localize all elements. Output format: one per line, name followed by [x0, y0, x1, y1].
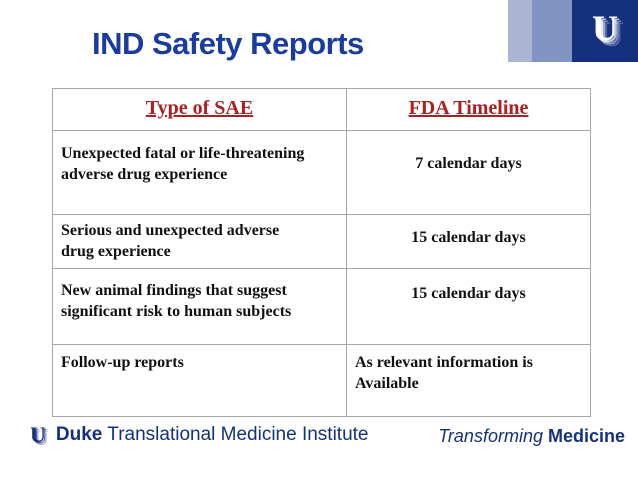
- footer-tagline: Transforming Medicine: [438, 426, 625, 447]
- cell-text: Follow-up reports: [61, 354, 184, 371]
- footer-brand-rest: Translational Medicine Institute: [102, 424, 369, 445]
- logo-band-light: [508, 0, 532, 62]
- cell-fda-timeline: As relevant information is Available: [346, 344, 591, 417]
- cell-fda-timeline: 15 calendar days: [346, 214, 591, 269]
- cell-text: 7 calendar days: [415, 155, 522, 172]
- footer-brand-text: Duke Translational Medicine Institute: [56, 424, 369, 446]
- cell-text: New animal findings that suggest signifi…: [61, 282, 292, 320]
- cell-text: Serious and unexpected adverse drug expe…: [61, 222, 280, 260]
- sae-reporting-table: Type of SAE FDA Timeline Unexpected fata…: [52, 88, 591, 417]
- table-row: Serious and unexpected adverse drug expe…: [52, 214, 591, 269]
- cell-sae-type: Unexpected fatal or life-threatening adv…: [52, 130, 347, 215]
- cell-fda-timeline: 15 calendar days: [346, 268, 591, 345]
- column-header-type-of-sae: Type of SAE: [52, 88, 347, 131]
- cell-sae-type: Follow-up reports: [52, 344, 347, 417]
- column-header-fda-timeline: FDA Timeline: [346, 88, 591, 131]
- footer-brand-bold: Duke: [55, 424, 103, 445]
- cell-text: 15 calendar days: [411, 285, 526, 302]
- logo-band-dark: U: [572, 0, 638, 62]
- footer-tagline-italic: Transforming: [438, 426, 543, 446]
- cell-text: As relevant information is Available: [355, 354, 533, 392]
- duke-shield-icon: U: [30, 422, 46, 447]
- cell-text: Unexpected fatal or life-threatening adv…: [61, 145, 305, 183]
- slide-footer: U Duke Translational Medicine Institute …: [0, 422, 638, 458]
- footer-brand: U Duke Translational Medicine Institute: [30, 424, 369, 446]
- duke-corner-logo: U: [508, 0, 638, 62]
- table-header-row: Type of SAE FDA Timeline: [52, 88, 591, 131]
- page-title: IND Safety Reports: [92, 26, 364, 61]
- cell-text: 15 calendar days: [411, 229, 526, 246]
- table-row: Unexpected fatal or life-threatening adv…: [52, 130, 591, 215]
- duke-shield-icon: U: [592, 8, 618, 48]
- cell-fda-timeline: 7 calendar days: [346, 130, 591, 215]
- cell-sae-type: Serious and unexpected adverse drug expe…: [52, 214, 347, 269]
- footer-tagline-bold: Medicine: [542, 426, 625, 446]
- table-row: Follow-up reports As relevant informatio…: [52, 344, 591, 417]
- logo-band-mid: [532, 0, 572, 62]
- table-row: New animal findings that suggest signifi…: [52, 268, 591, 345]
- cell-sae-type: New animal findings that suggest signifi…: [52, 268, 347, 345]
